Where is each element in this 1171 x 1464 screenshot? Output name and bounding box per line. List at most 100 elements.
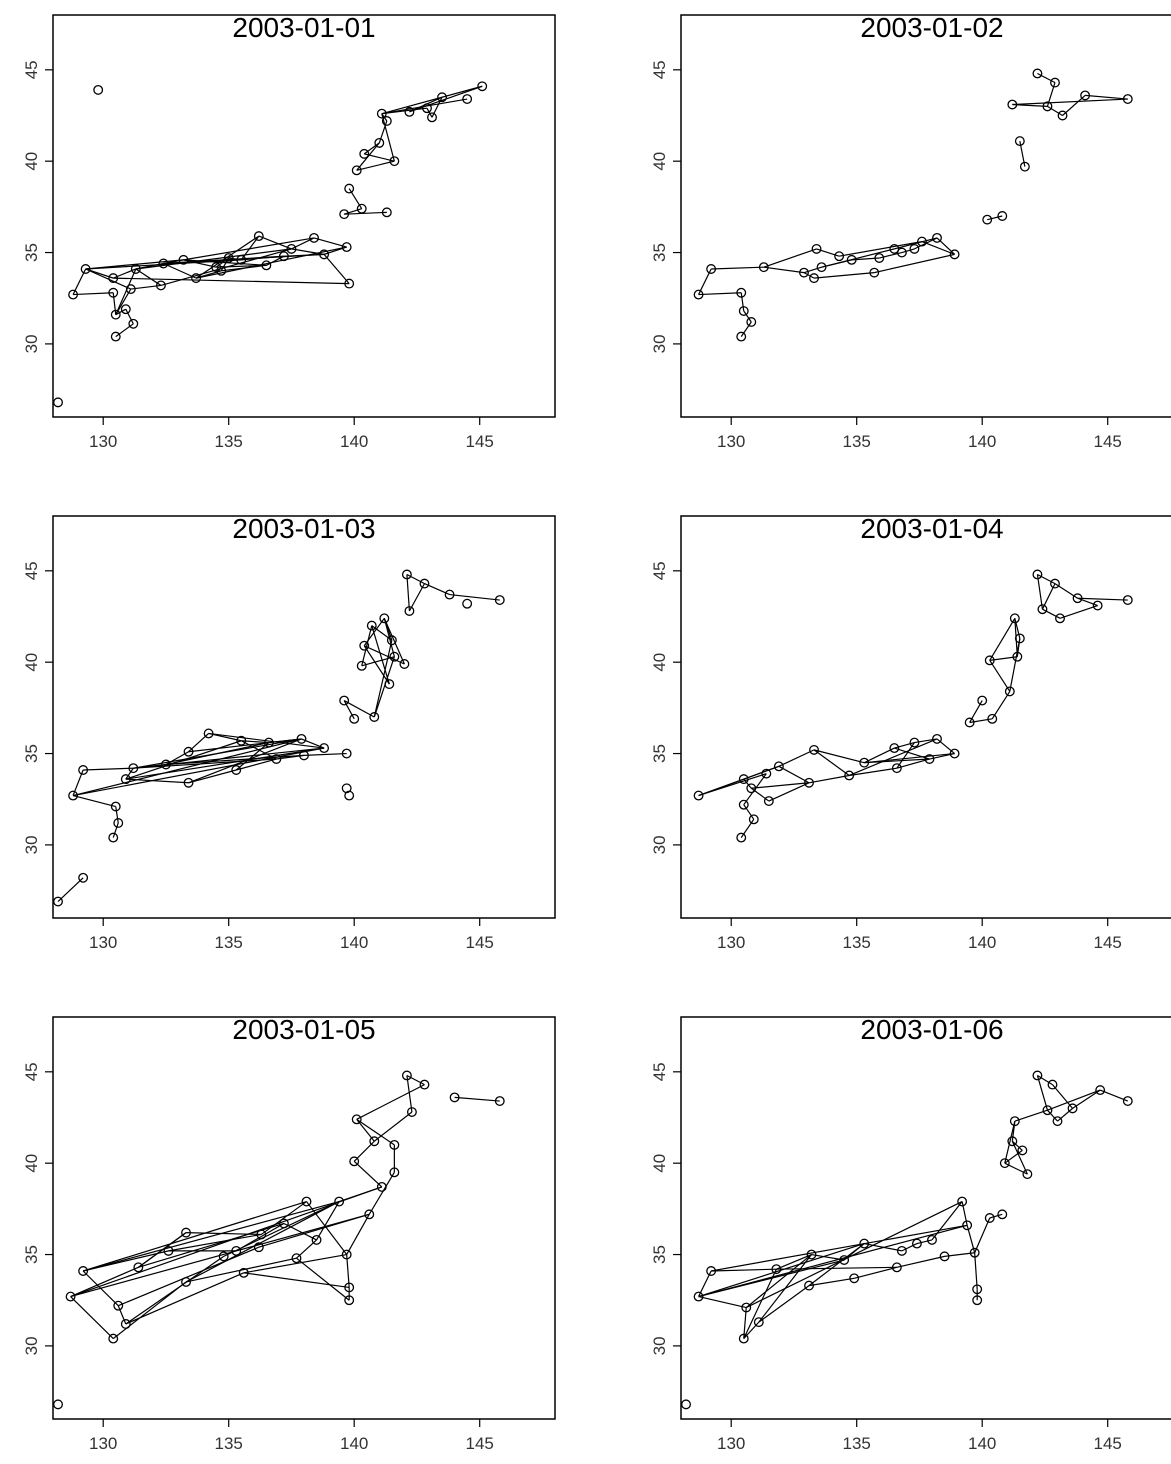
x-tick-label: 135: [843, 432, 871, 451]
station-point: [110, 331, 121, 342]
y-tick-label: 35: [650, 1245, 669, 1264]
station-point: [816, 262, 827, 273]
station-point: [949, 748, 960, 759]
station-link: [1059, 604, 1098, 619]
station-link: [72, 747, 325, 797]
x-tick-label: 140: [968, 432, 996, 451]
station-point: [427, 112, 437, 123]
station-link: [368, 1172, 395, 1215]
station-link: [698, 765, 780, 797]
y-tick-label: 45: [22, 1062, 41, 1081]
station-point: [178, 254, 189, 265]
station-point: [419, 578, 430, 589]
station-link: [113, 277, 350, 285]
station-point: [964, 717, 975, 728]
station-link: [133, 747, 325, 769]
station-point: [859, 757, 870, 768]
panel-title: 2003-01-01: [232, 12, 375, 43]
station-link: [740, 321, 752, 337]
plot-frame: [680, 1016, 1171, 1420]
station-point: [93, 84, 104, 95]
station-link: [353, 1160, 383, 1188]
station-link: [839, 240, 923, 257]
station-link: [363, 645, 390, 685]
station-point: [977, 695, 988, 706]
panel-title: 2003-01-04: [860, 513, 1003, 544]
station-link: [266, 255, 285, 266]
station-link: [381, 107, 428, 115]
station-link: [185, 1201, 340, 1283]
station-point: [693, 1291, 704, 1302]
station-link: [188, 769, 237, 784]
station-point: [163, 1245, 174, 1256]
plot-frame: [52, 515, 556, 919]
map-area: [693, 68, 1133, 342]
station-point: [183, 746, 194, 757]
station-link: [406, 1074, 425, 1086]
station-link: [57, 877, 84, 902]
stations: [693, 569, 1133, 843]
station-point: [236, 254, 247, 265]
station-link: [751, 782, 810, 789]
station-point: [738, 306, 749, 316]
station-link: [758, 1285, 810, 1323]
station-link: [896, 758, 930, 769]
station-point: [349, 713, 360, 724]
station-link: [698, 1295, 747, 1309]
station-link: [135, 268, 162, 286]
station-point: [462, 598, 473, 609]
station-link: [426, 107, 433, 118]
station-link: [125, 740, 242, 780]
station-link: [1072, 1089, 1101, 1109]
station-point: [1012, 651, 1023, 662]
station-point: [128, 763, 139, 774]
station-point: [399, 659, 410, 669]
station-point: [376, 1181, 387, 1192]
station-link: [989, 660, 1011, 692]
station-link: [698, 292, 742, 296]
station-point: [987, 713, 998, 724]
station-link: [115, 308, 127, 316]
station-link: [165, 754, 305, 766]
station-point: [1009, 1116, 1020, 1127]
x-tick-label: 130: [717, 1434, 745, 1453]
station-point: [108, 832, 119, 843]
station-links: [57, 573, 500, 902]
station-link: [711, 1224, 968, 1272]
station-link: [1099, 1089, 1129, 1102]
station-point: [113, 818, 124, 828]
station-link: [896, 1255, 945, 1268]
station-point: [889, 243, 900, 254]
station-point: [844, 770, 855, 781]
station-point: [1072, 593, 1083, 604]
station-link: [381, 85, 483, 115]
station-point: [748, 814, 759, 825]
station-point: [401, 1070, 412, 1081]
station-link: [356, 1084, 425, 1120]
station-link: [816, 248, 840, 257]
station-point: [236, 735, 247, 746]
station-point: [924, 754, 935, 764]
station-link: [848, 738, 938, 777]
station-links: [698, 573, 1128, 838]
station-link: [408, 583, 426, 612]
station-point: [758, 262, 769, 273]
stations: [53, 81, 488, 408]
station-link: [137, 1232, 187, 1268]
station-link: [291, 248, 325, 255]
x-tick-label: 135: [843, 933, 871, 952]
station-link: [296, 1257, 350, 1301]
station-point: [389, 1167, 400, 1178]
station-link: [944, 1252, 975, 1257]
station-point: [125, 284, 136, 295]
station-link: [83, 767, 134, 771]
station-point: [1037, 604, 1048, 615]
y-tick-label: 30: [650, 1336, 669, 1355]
station-link: [864, 758, 930, 764]
y-tick-label: 40: [22, 152, 41, 171]
station-point: [693, 790, 704, 801]
y-tick-label: 30: [22, 334, 41, 353]
station-link: [243, 1253, 347, 1274]
station-link: [936, 738, 955, 755]
station-point: [359, 148, 370, 159]
